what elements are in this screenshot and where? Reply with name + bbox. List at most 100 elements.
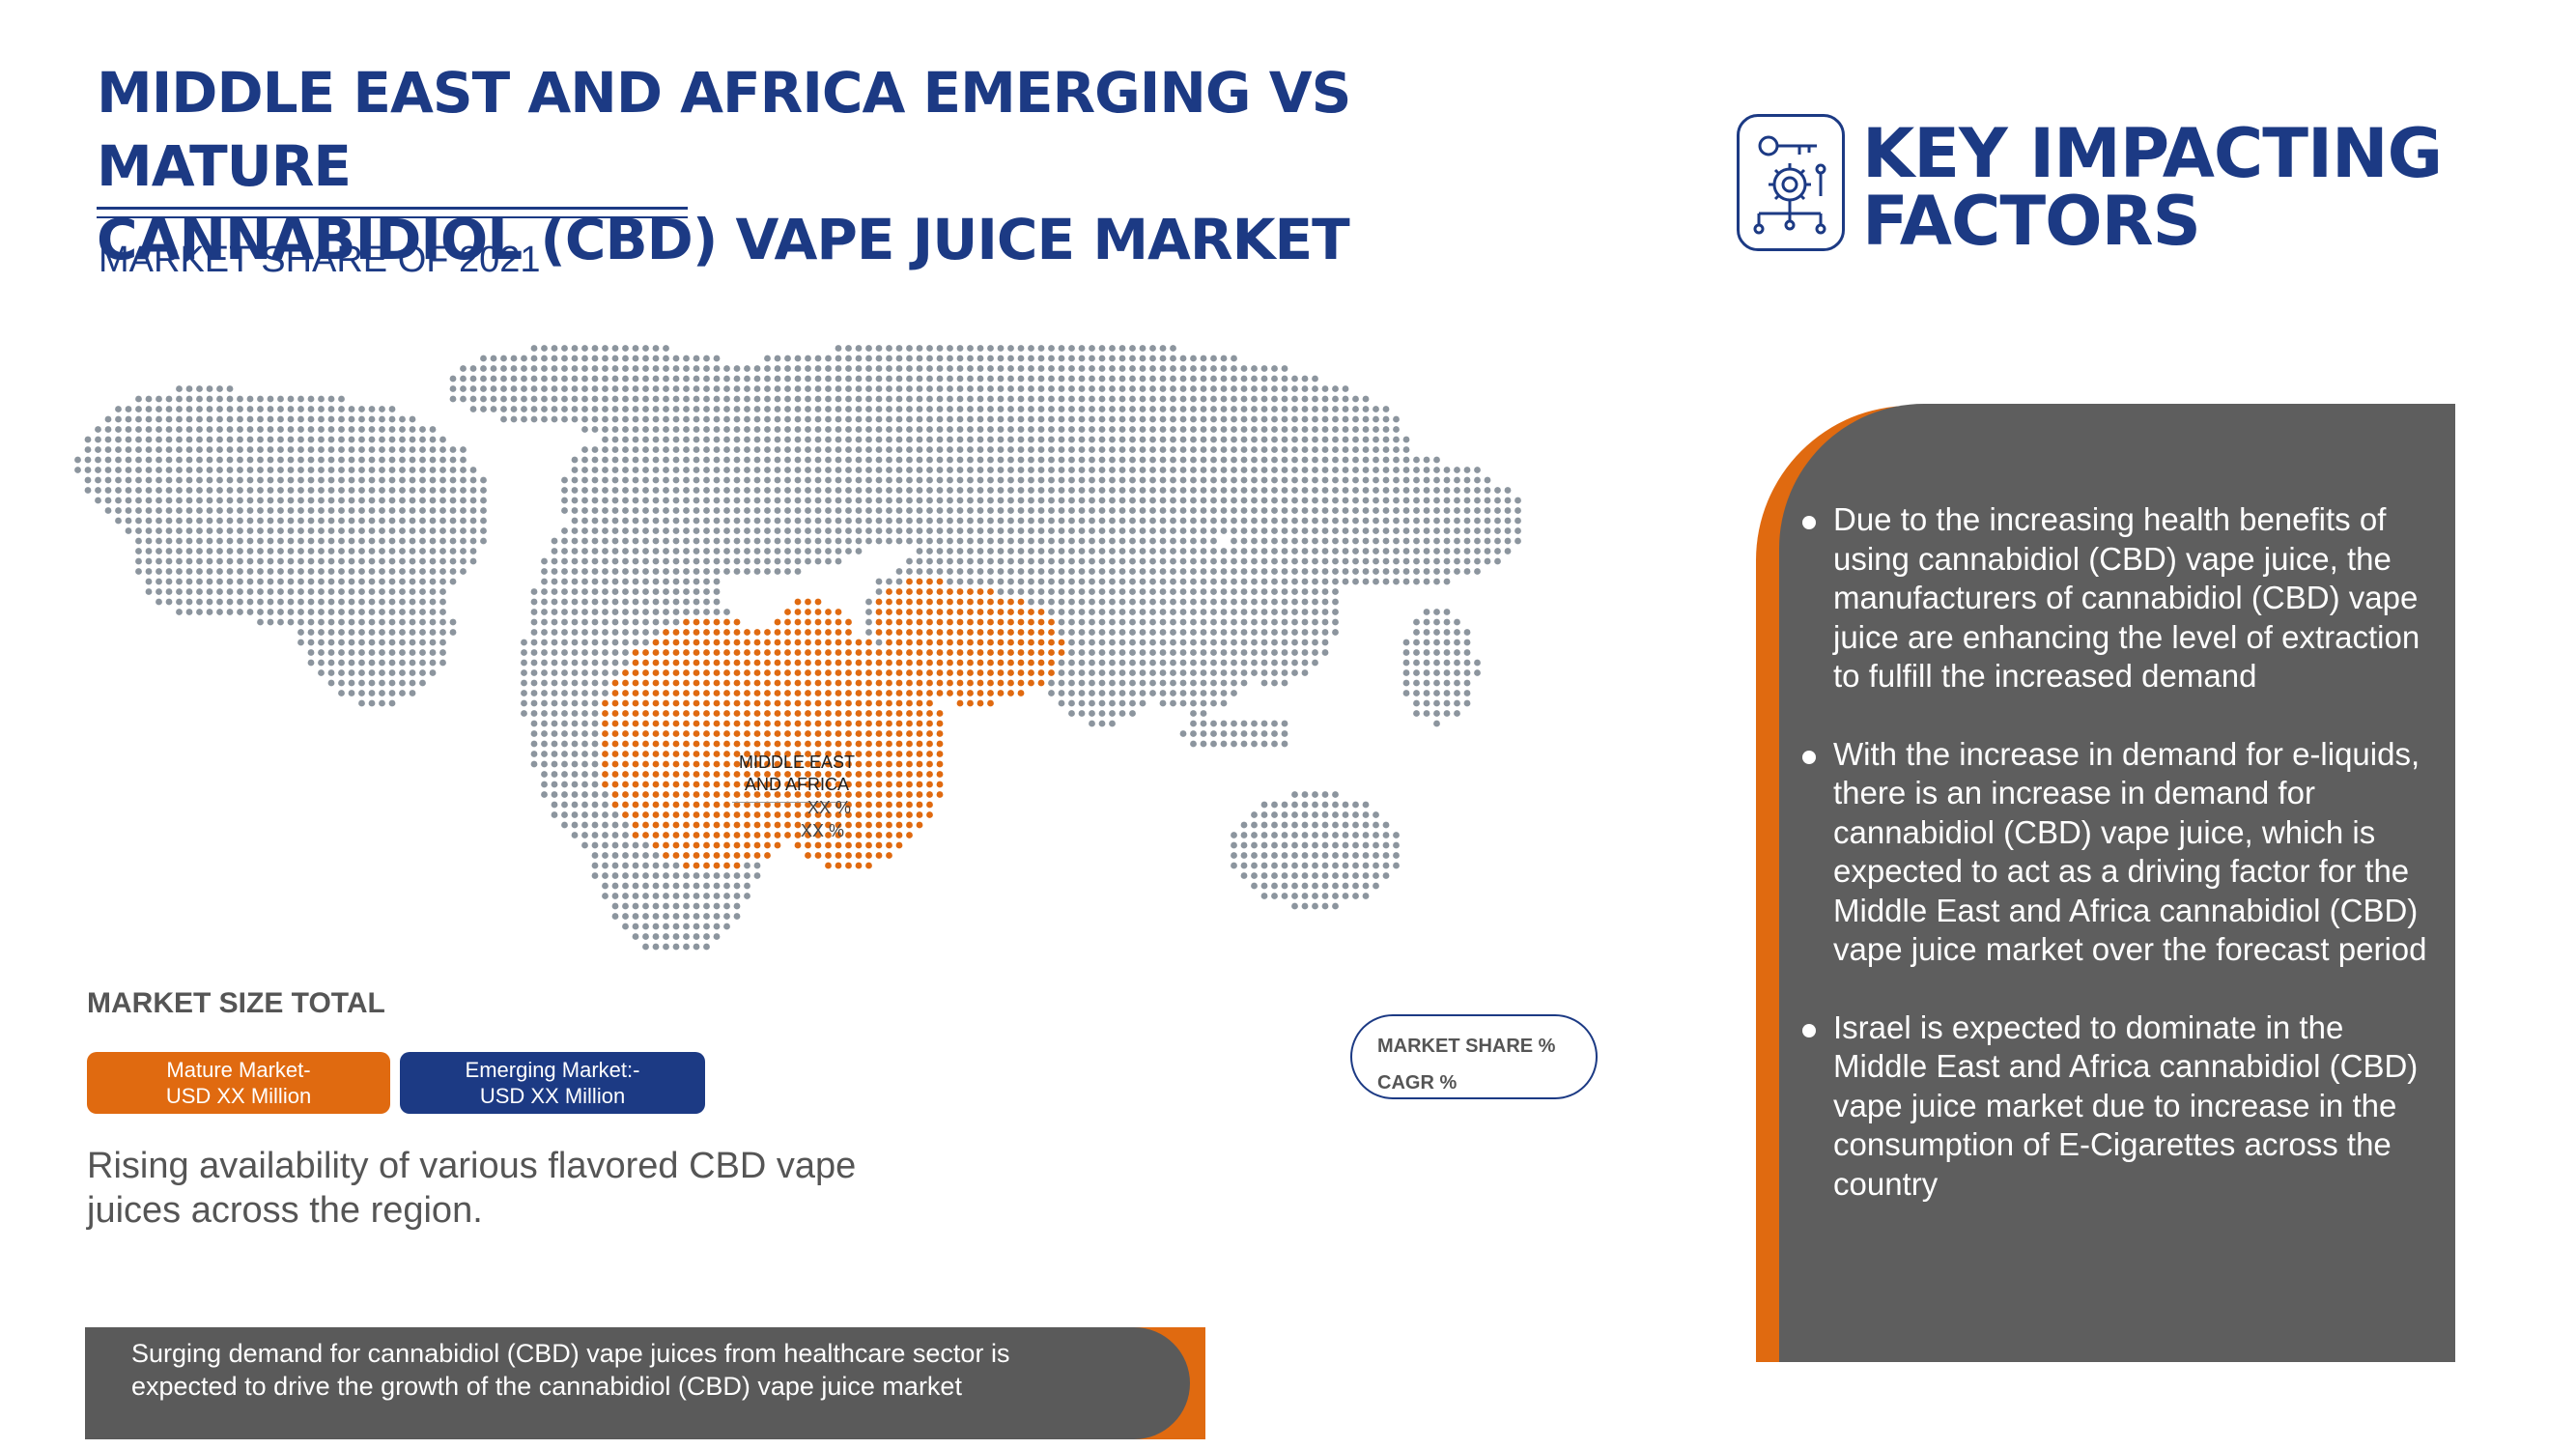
map-dot xyxy=(947,507,953,514)
map-dot xyxy=(1200,406,1207,412)
map-dot xyxy=(521,639,527,646)
map-dot xyxy=(267,609,274,615)
map-dot xyxy=(663,882,669,890)
map-dot-highlight xyxy=(764,629,771,636)
map-dot xyxy=(541,751,548,757)
map-dot xyxy=(703,456,710,464)
map-dot-highlight xyxy=(622,669,629,676)
map-dot xyxy=(1210,487,1217,494)
map-dot-highlight xyxy=(683,791,690,798)
map-dot-highlight xyxy=(865,730,872,737)
map-dot xyxy=(622,415,629,423)
map-dot-highlight xyxy=(997,690,1005,696)
map-dot xyxy=(176,598,183,606)
map-dot xyxy=(835,365,842,372)
map-dot-highlight xyxy=(693,801,700,809)
map-dot xyxy=(1291,649,1298,656)
map-dot xyxy=(652,872,660,879)
map-dot xyxy=(713,609,721,615)
map-dot xyxy=(318,395,325,403)
map-dot-highlight xyxy=(906,811,913,818)
map-dot xyxy=(1271,659,1278,667)
map-dot-highlight xyxy=(936,649,944,656)
map-dot xyxy=(764,355,771,362)
map-dot-highlight xyxy=(926,781,933,788)
map-dot-highlight xyxy=(906,639,913,646)
map-dot xyxy=(1129,426,1136,433)
map-dot xyxy=(581,426,588,433)
map-dot-highlight xyxy=(987,609,994,615)
map-dot xyxy=(1281,497,1288,504)
map-dot-highlight xyxy=(713,699,721,707)
map-dot xyxy=(723,913,730,920)
map-dot-highlight xyxy=(865,690,872,696)
map-dot xyxy=(733,426,741,433)
map-dot xyxy=(1037,395,1045,403)
map-dot xyxy=(1210,436,1217,443)
map-dot xyxy=(338,598,345,606)
map-dot xyxy=(1291,415,1298,423)
map-dot xyxy=(1109,618,1116,626)
map-dot xyxy=(206,456,213,464)
map-dot xyxy=(571,710,579,717)
map-dot xyxy=(672,902,680,910)
map-dot xyxy=(926,375,933,383)
map-dot-highlight xyxy=(611,760,619,768)
map-dot-highlight xyxy=(672,791,680,798)
map-dot xyxy=(1423,467,1430,473)
map-dot xyxy=(1240,497,1248,504)
map-dot xyxy=(632,497,639,504)
map-dot xyxy=(733,415,741,423)
map-dot xyxy=(409,497,416,504)
map-dot xyxy=(571,557,579,565)
map-dot xyxy=(794,395,802,403)
map-dot-highlight xyxy=(875,730,883,737)
map-dot-highlight xyxy=(886,821,892,829)
map-dot xyxy=(693,609,700,615)
map-dot xyxy=(1129,476,1136,484)
map-dot xyxy=(713,537,721,545)
map-dot xyxy=(1159,395,1167,403)
map-dot-highlight xyxy=(835,730,842,737)
map-dot xyxy=(104,487,112,494)
map-dot xyxy=(1220,355,1228,362)
map-dot xyxy=(1260,720,1268,727)
map-dot xyxy=(95,456,101,464)
map-dot xyxy=(348,669,355,676)
map-dot xyxy=(1159,365,1167,372)
map-dot-highlight xyxy=(1048,639,1055,646)
map-dot xyxy=(1281,456,1288,464)
map-dot xyxy=(875,436,883,443)
map-dot-highlight xyxy=(663,699,669,707)
map-dot-highlight xyxy=(693,710,700,717)
map-dot-highlight xyxy=(652,781,660,788)
map-dot xyxy=(611,507,619,514)
map-dot xyxy=(379,487,385,494)
map-dot xyxy=(774,467,781,473)
map-dot-highlight xyxy=(1048,649,1055,656)
map-dot xyxy=(1220,598,1228,606)
map-dot xyxy=(1433,578,1440,585)
map-dot xyxy=(561,760,568,768)
map-dot xyxy=(469,517,477,525)
map-dot xyxy=(713,446,721,453)
map-dot xyxy=(1260,467,1268,473)
map-dot-highlight xyxy=(956,618,964,626)
map-dot xyxy=(611,557,619,565)
map-dot xyxy=(1139,507,1146,514)
map-dot xyxy=(693,355,700,362)
map-dot-highlight xyxy=(916,598,923,606)
map-dot xyxy=(1373,446,1379,453)
map-dot xyxy=(1231,730,1237,737)
map-dot-highlight xyxy=(814,710,822,717)
map-dot-highlight xyxy=(622,781,629,788)
map-dot xyxy=(1200,385,1207,392)
map-dot xyxy=(753,507,761,514)
map-dot xyxy=(1139,355,1146,362)
map-dot xyxy=(156,598,162,606)
map-dot xyxy=(1454,557,1460,565)
map-dot xyxy=(581,609,588,615)
map-dot xyxy=(1068,507,1075,514)
map-dot xyxy=(104,426,112,433)
map-dot-highlight xyxy=(794,740,802,748)
